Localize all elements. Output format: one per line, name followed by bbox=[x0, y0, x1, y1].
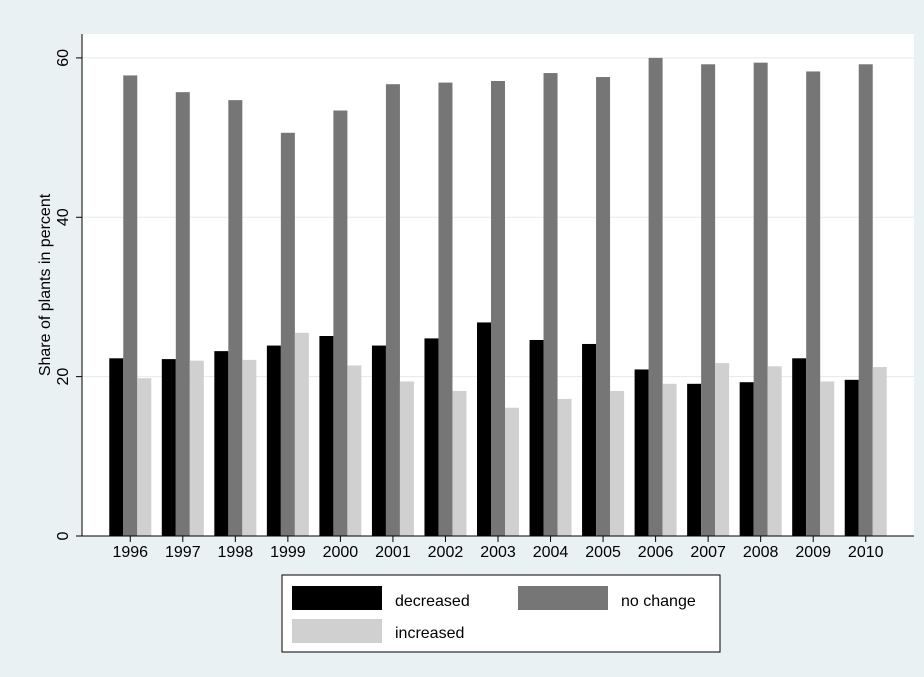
legend-items: decreased no change increased bbox=[292, 586, 696, 643]
bars bbox=[109, 57, 887, 537]
x-tick-label: 2003 bbox=[480, 544, 516, 561]
bar-increased-2002 bbox=[452, 390, 467, 536]
legend-label: no change bbox=[621, 593, 696, 610]
bar-no-change-1998 bbox=[228, 100, 243, 536]
bar-increased-1999 bbox=[294, 332, 309, 536]
bar-no-change-2007 bbox=[701, 64, 716, 537]
bar-no-change-2009 bbox=[806, 71, 821, 536]
bar-increased-2006 bbox=[662, 383, 677, 536]
x-tick-label: 2008 bbox=[743, 544, 779, 561]
bar-decreased-2007 bbox=[687, 383, 702, 536]
x-tick-label: 1999 bbox=[270, 544, 306, 561]
bar-decreased-1999 bbox=[266, 345, 281, 536]
bar-decreased-2006 bbox=[634, 369, 649, 536]
bar-no-change-2008 bbox=[753, 62, 768, 536]
bar-decreased-2000 bbox=[319, 335, 334, 536]
x-tick-label: 2002 bbox=[428, 544, 464, 561]
x-tick-label: 2004 bbox=[533, 544, 569, 561]
bar-decreased-1996 bbox=[109, 358, 124, 536]
bar-decreased-1997 bbox=[161, 359, 176, 536]
bar-no-change-1997 bbox=[175, 92, 190, 537]
bar-no-change-2010 bbox=[858, 64, 873, 537]
bar-decreased-2001 bbox=[371, 345, 386, 536]
legend: decreased no change increased bbox=[281, 574, 721, 653]
bar-no-change-2000 bbox=[333, 110, 348, 536]
bar-increased-2001 bbox=[399, 381, 414, 536]
bar-increased-2007 bbox=[715, 363, 730, 536]
legend-swatch-decreased bbox=[292, 586, 382, 610]
bar-increased-2000 bbox=[347, 365, 362, 536]
bar-increased-2004 bbox=[557, 398, 572, 536]
x-tick-label: 2007 bbox=[690, 544, 726, 561]
legend-label: decreased bbox=[395, 593, 470, 610]
bar-decreased-1998 bbox=[214, 351, 229, 536]
bar-no-change-2004 bbox=[543, 73, 558, 537]
x-tick-label: 2010 bbox=[848, 544, 884, 561]
bar-increased-2009 bbox=[820, 381, 835, 536]
bar-increased-1996 bbox=[137, 378, 152, 536]
x-tick-label: 2001 bbox=[375, 544, 411, 561]
bar-decreased-2009 bbox=[792, 358, 807, 536]
bar-increased-1998 bbox=[242, 359, 257, 536]
legend-swatch-no-change bbox=[518, 586, 608, 610]
y-tick-label: 0 bbox=[55, 531, 72, 540]
bar-increased-2005 bbox=[610, 390, 625, 536]
x-tick-label: 1996 bbox=[112, 544, 148, 561]
bar-increased-2008 bbox=[767, 366, 782, 536]
bar-no-change-2001 bbox=[385, 84, 400, 536]
bar-no-change-2006 bbox=[648, 57, 663, 537]
x-tick-label: 2006 bbox=[638, 544, 674, 561]
bar-decreased-2010 bbox=[844, 379, 859, 536]
bar-no-change-2003 bbox=[491, 81, 505, 536]
bar-no-change-2005 bbox=[596, 77, 611, 537]
bar-decreased-2002 bbox=[424, 338, 439, 536]
y-ticks: 0 20 40 60 bbox=[55, 49, 82, 540]
legend-label: increased bbox=[395, 625, 464, 642]
bar-decreased-2008 bbox=[739, 382, 754, 536]
x-tick-label: 1997 bbox=[165, 544, 201, 561]
x-tick-label: 2005 bbox=[585, 544, 621, 561]
x-tick-label: 2009 bbox=[795, 544, 831, 561]
bar-no-change-2002 bbox=[438, 82, 453, 536]
bar-decreased-2004 bbox=[529, 339, 544, 536]
y-tick-label: 60 bbox=[55, 49, 72, 67]
bar-decreased-2003 bbox=[477, 322, 491, 536]
legend-swatch-increased bbox=[292, 619, 382, 643]
bar-no-change-1999 bbox=[280, 132, 295, 537]
y-axis-title: Share of plants in percent bbox=[37, 193, 54, 376]
x-tick-label: 1998 bbox=[218, 544, 254, 561]
x-ticks: 1996 1997 1998 1999 2000 2001 2002 2003 2004 2005… bbox=[112, 536, 884, 561]
x-tick-label: 2000 bbox=[323, 544, 359, 561]
bar-no-change-1996 bbox=[123, 75, 138, 536]
bar-increased-2010 bbox=[872, 367, 887, 536]
y-tick-label: 20 bbox=[55, 368, 72, 386]
y-tick-label: 40 bbox=[55, 208, 72, 226]
bar-increased-1997 bbox=[189, 360, 204, 536]
bar-decreased-2005 bbox=[582, 343, 597, 536]
bar-increased-2003 bbox=[505, 407, 519, 536]
